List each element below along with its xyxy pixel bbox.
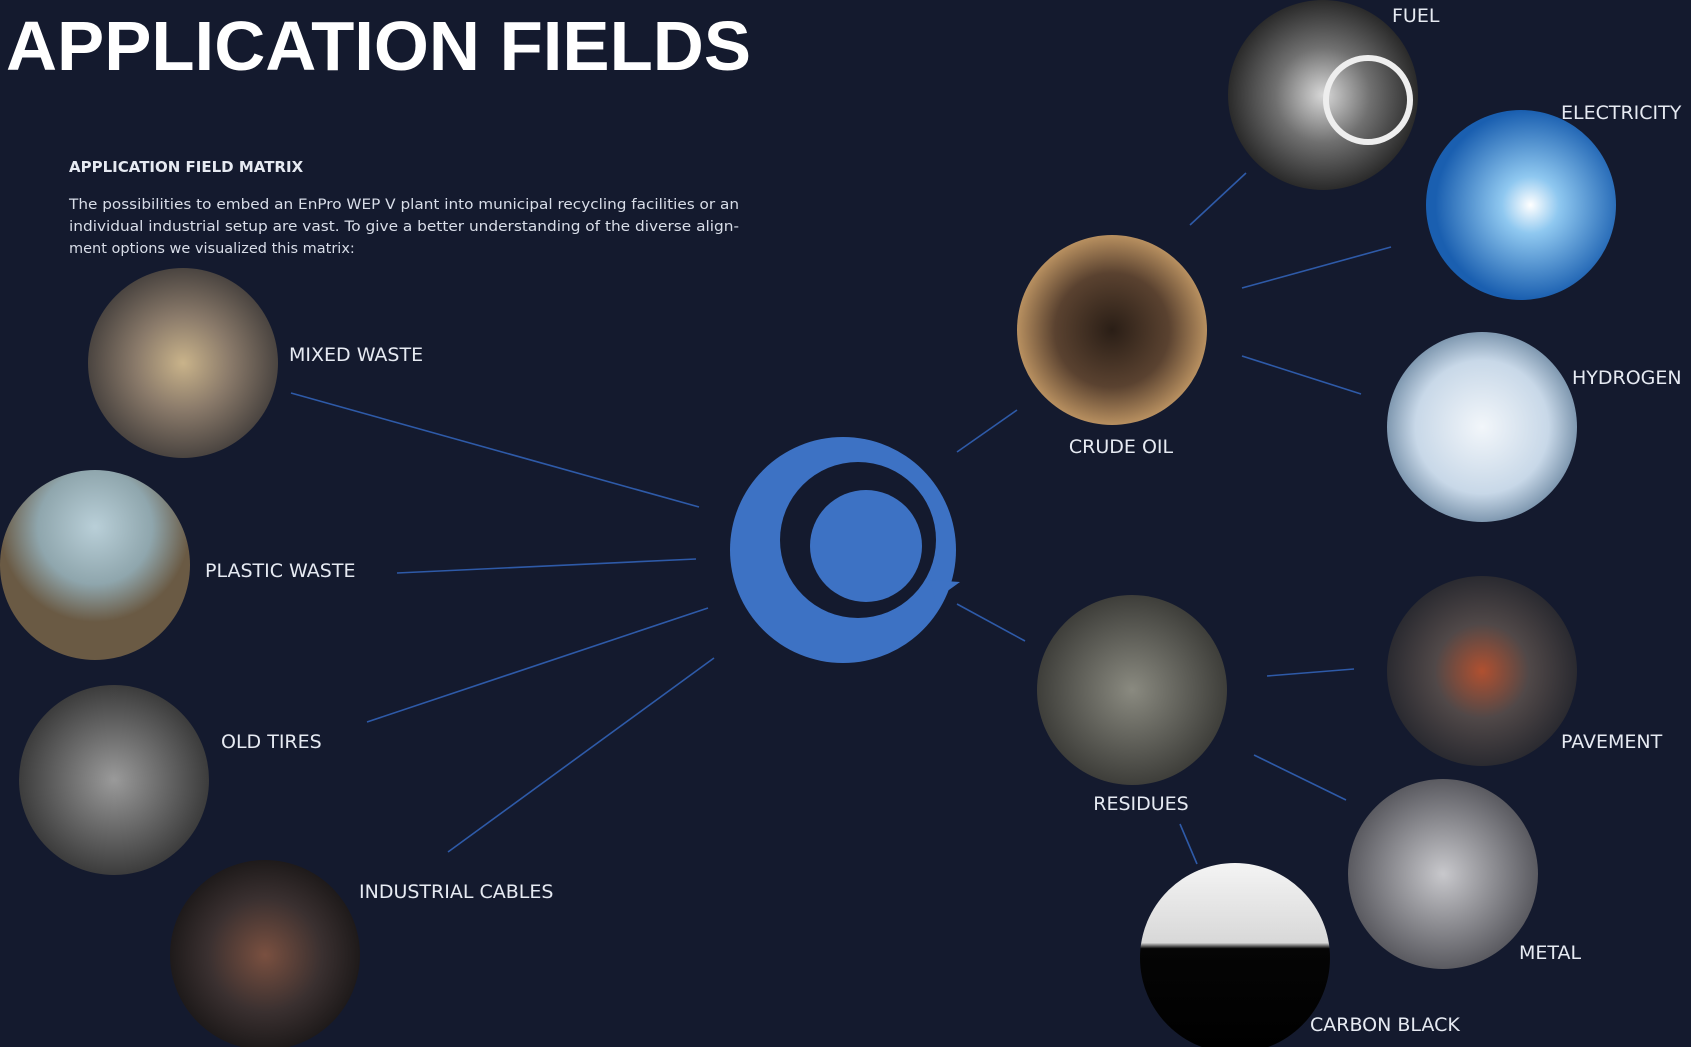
node-label: CRUDE OIL	[1069, 436, 1174, 458]
node-label: ELECTRICITY	[1561, 102, 1682, 124]
image-pavement	[1387, 576, 1577, 766]
image-plastic-waste	[0, 470, 190, 660]
node-label: RESIDUES	[1093, 793, 1188, 815]
logo	[730, 437, 960, 663]
image-industrial-cables	[170, 860, 360, 1047]
image-electricity	[1426, 110, 1616, 300]
node-label: FUEL	[1392, 5, 1440, 27]
node-label: PLASTIC WASTE	[205, 560, 355, 582]
image-crude-oil	[1017, 235, 1207, 425]
connector	[957, 410, 1017, 452]
image-mixed-waste	[88, 268, 278, 458]
node-label: PAVEMENT	[1561, 731, 1663, 753]
node-label: INDUSTRIAL CABLES	[359, 881, 553, 903]
connector	[1190, 173, 1246, 225]
matrix-heading: APPLICATION FIELD MATRIX	[69, 158, 304, 176]
node-label: METAL	[1519, 942, 1582, 964]
matrix-text: ment options we visualized this matrix:	[69, 241, 355, 257]
logo-inner	[810, 490, 922, 602]
title: APPLICATION FIELDS	[6, 7, 751, 85]
connector	[1242, 247, 1391, 288]
matrix-text: individual industrial setup are vast. To…	[69, 219, 739, 235]
node-label: HYDROGEN	[1572, 367, 1682, 389]
page: APPLICATION FIELDS APPLICATION FIELD MAT…	[0, 0, 1691, 1047]
connector	[1242, 356, 1361, 394]
node-label: CARBON BLACK	[1310, 1014, 1460, 1036]
connector	[1180, 824, 1197, 864]
connector	[291, 393, 699, 507]
connector	[367, 608, 708, 722]
connector	[1267, 669, 1354, 676]
node-label: OLD TIRES	[221, 731, 322, 753]
image-hydrogen	[1387, 332, 1577, 522]
connector	[448, 658, 714, 852]
connector	[957, 604, 1025, 641]
image-carbon-black	[1140, 863, 1330, 1047]
image-fuel	[1228, 0, 1418, 190]
connector	[1254, 755, 1346, 800]
matrix-text: The possibilities to embed an EnPro WEP …	[68, 197, 739, 213]
node-label: MIXED WASTE	[289, 344, 423, 366]
connector	[397, 559, 696, 573]
image-metal	[1348, 779, 1538, 969]
image-old-tires	[19, 685, 209, 875]
image-residues	[1037, 595, 1227, 785]
